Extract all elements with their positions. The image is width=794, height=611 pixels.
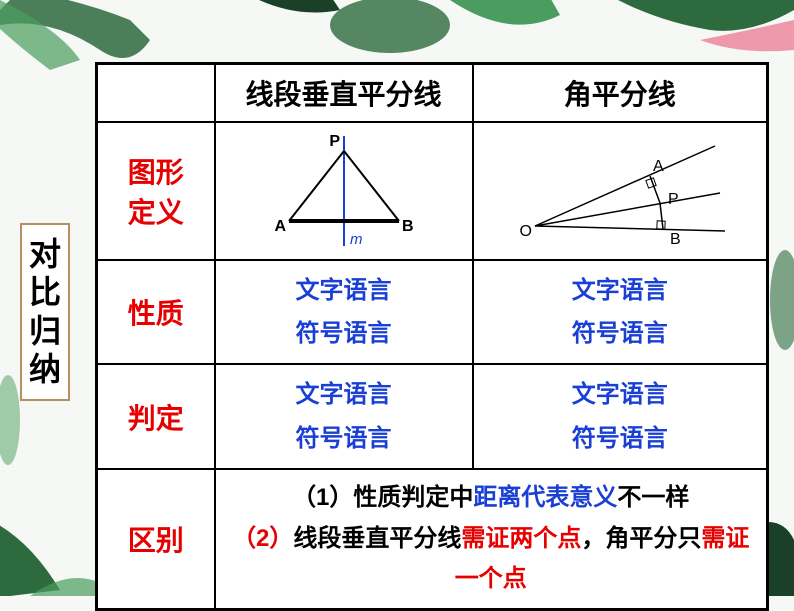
side-title: 对 比 归 纳	[22, 225, 68, 399]
diagram-angle-bisector: O A P B	[473, 122, 768, 260]
text-language-label: 文字语言	[480, 373, 760, 416]
side-char-3: 归	[29, 312, 61, 350]
judgment-cell-1: 文字语言 符号语言	[215, 364, 473, 468]
difference-content: （1）性质判定中距离代表意义不一样 （2）线段垂直平分线需证两个点，角平分只需证…	[215, 469, 768, 610]
side-char-1: 对	[29, 235, 61, 273]
svg-text:A: A	[274, 218, 286, 235]
side-char-2: 比	[29, 273, 61, 311]
difference-line-1: （1）性质判定中距离代表意义不一样	[222, 478, 761, 519]
header-perpendicular-bisector: 线段垂直平分线	[215, 64, 473, 123]
symbol-language-label: 符号语言	[222, 417, 466, 460]
row-label-judgment: 判定	[97, 364, 215, 468]
side-char-4: 纳	[29, 350, 61, 388]
svg-text:B: B	[402, 218, 414, 235]
header-empty	[97, 64, 215, 123]
row-label-difference: 区别	[97, 469, 215, 610]
diagram-perpendicular-bisector: P A B m	[215, 122, 473, 260]
judgment-cell-2: 文字语言 符号语言	[473, 364, 768, 468]
svg-text:O: O	[519, 223, 531, 240]
text-language-label: 文字语言	[222, 373, 466, 416]
symbol-language-label: 符号语言	[480, 312, 760, 355]
svg-text:P: P	[329, 133, 340, 150]
difference-line-2: （2）线段垂直平分线需证两个点，角平分只需证一个点	[222, 519, 761, 601]
svg-text:m: m	[350, 231, 363, 248]
svg-text:B: B	[670, 231, 681, 248]
property-cell-1: 文字语言 符号语言	[215, 260, 473, 364]
symbol-language-label: 符号语言	[480, 417, 760, 460]
svg-text:A: A	[653, 158, 664, 175]
text-language-label: 文字语言	[480, 269, 760, 312]
comparison-table: 线段垂直平分线 角平分线 图形定义 P A B m	[95, 62, 769, 611]
property-cell-2: 文字语言 符号语言	[473, 260, 768, 364]
header-angle-bisector: 角平分线	[473, 64, 768, 123]
text-language-label: 文字语言	[222, 269, 466, 312]
symbol-language-label: 符号语言	[222, 312, 466, 355]
svg-text:P: P	[668, 191, 679, 208]
row-label-definition: 图形定义	[97, 122, 215, 260]
row-label-property: 性质	[97, 260, 215, 364]
